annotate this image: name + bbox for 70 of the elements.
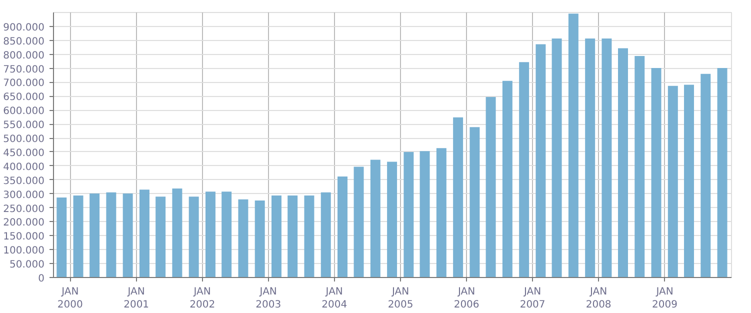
x-tick-label: JAN 2007	[520, 286, 546, 311]
bar	[338, 176, 348, 278]
bar	[222, 192, 232, 278]
bar	[370, 160, 380, 278]
bar	[618, 48, 628, 278]
bar	[90, 194, 100, 278]
x-tick-label: JAN 2005	[388, 286, 414, 311]
x-tick-label: JAN 2001	[124, 286, 150, 311]
y-tick-label: 300.000	[3, 190, 45, 201]
bar	[717, 68, 728, 278]
bar	[205, 192, 216, 278]
bar	[668, 86, 678, 278]
bar	[188, 196, 199, 278]
y-tick-label: 800.000	[3, 50, 45, 62]
y-tick-label: 900.000	[3, 22, 45, 34]
y-tick-label: 450.000	[3, 148, 45, 159]
bar	[486, 97, 496, 278]
y-tick-label: 0	[38, 274, 45, 284]
bar	[470, 127, 480, 278]
y-tick-label: 250.000	[3, 204, 45, 215]
bar	[684, 84, 694, 278]
bar	[602, 38, 612, 278]
bar	[156, 196, 166, 278]
y-tick-label: 150.000	[3, 232, 45, 243]
bar	[254, 200, 265, 278]
bar	[436, 148, 446, 278]
bar	[139, 190, 150, 278]
y-tick-label: 700.000	[3, 78, 45, 90]
x-tick-label: JAN 2002	[190, 286, 216, 311]
bar	[73, 195, 84, 278]
y-tick-label: 600.000	[3, 106, 45, 118]
y-tick-label: 400.000	[3, 162, 45, 173]
bar	[304, 195, 314, 278]
y-tick-label: 550.000	[3, 120, 45, 132]
bar	[552, 38, 562, 278]
bar	[288, 195, 298, 278]
y-tick-label: 50.000	[10, 260, 45, 271]
x-tick-label: JAN 2000	[57, 286, 83, 311]
bar	[404, 152, 414, 278]
bar	[634, 56, 645, 278]
bar	[568, 14, 578, 278]
x-tick-label: JAN 2006	[454, 286, 480, 311]
bar	[320, 192, 331, 278]
bar	[354, 166, 364, 278]
bar	[172, 188, 182, 278]
x-tick-label: JAN 2009	[652, 286, 678, 311]
y-tick-label: 100.000	[3, 246, 45, 257]
bar	[106, 192, 116, 278]
bar	[271, 195, 282, 278]
bar	[536, 44, 546, 278]
bar	[700, 74, 711, 278]
bar	[502, 80, 512, 278]
x-tick-label: JAN 2003	[256, 286, 282, 311]
bar	[651, 68, 662, 278]
bar	[453, 117, 464, 278]
y-tick-label: 200.000	[3, 218, 45, 229]
y-tick-label: 350.000	[3, 176, 45, 187]
x-tick-label: JAN 2004	[322, 286, 348, 311]
bar	[420, 151, 430, 278]
y-tick-label: 650.000	[3, 92, 45, 104]
bar	[122, 194, 133, 278]
bar	[585, 38, 596, 278]
bar	[519, 62, 530, 278]
y-tick-label: 750.000	[3, 64, 45, 76]
bar	[56, 197, 67, 278]
bar	[238, 199, 248, 278]
x-tick-label: JAN 2008	[586, 286, 612, 311]
bar	[387, 162, 398, 278]
y-tick-label: 850.000	[3, 36, 45, 48]
y-tick-label: 500.000	[3, 134, 45, 146]
